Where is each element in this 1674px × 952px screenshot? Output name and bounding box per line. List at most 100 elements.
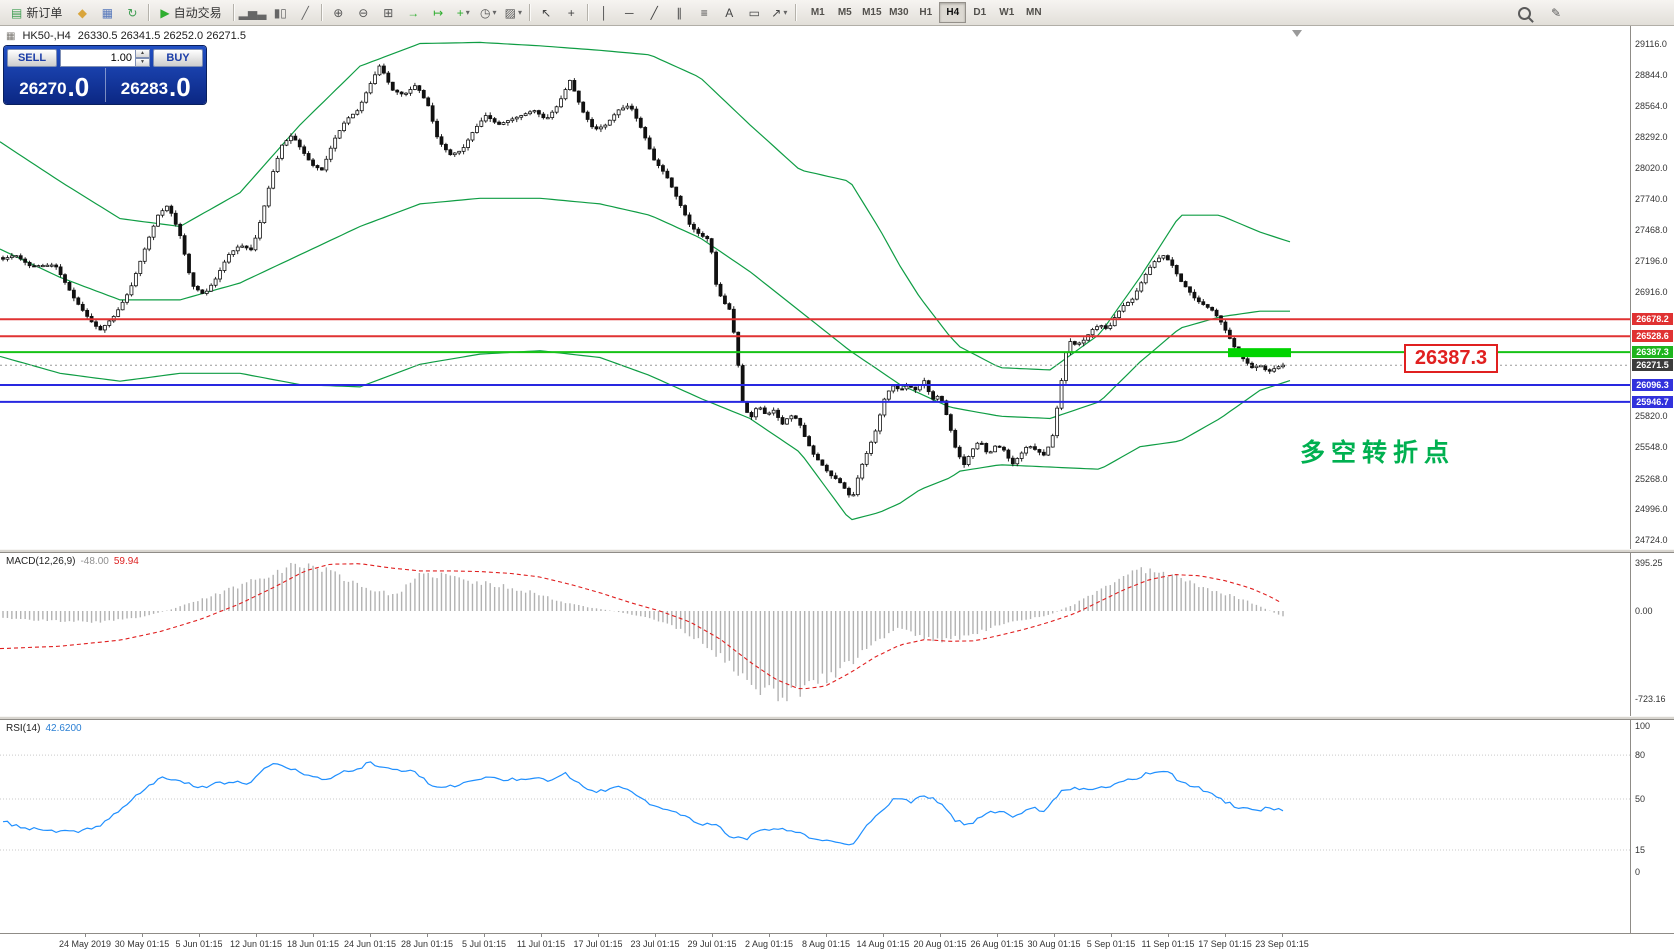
rsi-tick: 15 xyxy=(1635,845,1646,855)
caret-down-icon: ▾ xyxy=(783,8,788,17)
time-tick xyxy=(1282,934,1283,937)
fibonacci-icon[interactable]: ≡ xyxy=(692,2,716,24)
chart-shift-marker[interactable] xyxy=(1292,30,1302,37)
price-tick: 26916.0 xyxy=(1635,287,1668,298)
edit-icon[interactable]: ✎ xyxy=(1544,2,1568,24)
sell-price-main: 26270 xyxy=(19,79,67,99)
panel-splitter[interactable] xyxy=(0,549,1674,553)
level-highlight-bar xyxy=(1228,348,1291,358)
buy-button[interactable]: BUY xyxy=(153,49,203,67)
time-tick xyxy=(256,934,257,937)
time-tick xyxy=(199,934,200,937)
time-tick xyxy=(370,934,371,937)
tile-windows-icon[interactable]: ⊞ xyxy=(376,2,400,24)
candlestick-icon[interactable]: ▮▯ xyxy=(268,2,292,24)
price-callout-label[interactable]: 26387.3 xyxy=(1404,344,1498,373)
refresh-icon[interactable]: ↻ xyxy=(120,2,144,24)
cursor-icon[interactable]: ↖ xyxy=(534,2,558,24)
rsi-label: RSI(14) 42.6200 xyxy=(6,723,82,734)
price-scale[interactable]: 29116.0 28844.0 28564.0 28292.0 28020.0 27740… xyxy=(1630,26,1674,933)
volume-input[interactable] xyxy=(60,49,135,67)
price-tick: 28844.0 xyxy=(1635,69,1668,80)
time-label: 20 Aug 01:15 xyxy=(913,939,967,949)
macd-canvas[interactable] xyxy=(0,553,1630,716)
search-icon[interactable] xyxy=(1512,2,1536,24)
timeframe-h1[interactable]: H1 xyxy=(919,7,933,18)
time-label: 30 May 01:15 xyxy=(114,939,170,949)
macd-signal-line xyxy=(0,563,1282,690)
macd-panel: MACD(12,26,9) -48.00 59.94 xyxy=(0,553,1630,716)
text-icon[interactable]: A xyxy=(717,2,741,24)
timeframe-d1[interactable]: D1 xyxy=(973,7,987,18)
toolbar-separator xyxy=(232,4,234,21)
symbol-info: ▦ HK50-,H4 26330.5 26341.5 26252.0 26271… xyxy=(6,30,246,42)
timeframe-w1[interactable]: W1 xyxy=(999,7,1015,18)
timeframe-m1[interactable]: M1 xyxy=(810,7,825,18)
channel-icon[interactable]: ∥ xyxy=(667,2,691,24)
time-label: 11 Jul 01:15 xyxy=(516,939,566,949)
price-chart-canvas[interactable] xyxy=(0,26,1630,549)
horizontal-line-icon[interactable]: ─ xyxy=(617,2,641,24)
zoom-in-icon: ⊕ xyxy=(333,5,344,20)
timeframe-m15[interactable]: M15 xyxy=(862,7,882,18)
templates-dropdown[interactable]: ▨ ▾ xyxy=(501,2,525,24)
time-tick xyxy=(598,934,599,937)
volume-down-icon[interactable]: ▼ xyxy=(135,58,150,67)
sell-button[interactable]: SELL xyxy=(7,49,57,67)
vertical-line-icon[interactable]: │ xyxy=(592,2,616,24)
arrows-dropdown[interactable]: ↗ ▾ xyxy=(767,2,791,24)
time-axis[interactable]: 24 May 2019 30 May 01:15 5 Jun 01:15 12 Jun… xyxy=(0,933,1674,952)
timeframe-m5[interactable]: M5 xyxy=(837,7,852,18)
annotation-note-text[interactable]: 多空转折点 xyxy=(1300,439,1456,467)
periods-dropdown[interactable]: ◷ ▾ xyxy=(476,2,500,24)
time-label: 18 Jun 01:15 xyxy=(286,939,340,949)
zoom-out-icon[interactable]: ⊖ xyxy=(351,2,375,24)
new-order-button[interactable]: ▤ 新订单 xyxy=(4,2,69,24)
vertical-line-icon: │ xyxy=(600,5,609,20)
channel-icon: ∥ xyxy=(676,5,683,20)
macd-name: MACD(12,26,9) xyxy=(6,556,76,567)
label-icon[interactable]: ▭ xyxy=(742,2,766,24)
buy-price[interactable]: 26283 .0 xyxy=(104,68,207,102)
bollinger-lower-band xyxy=(0,350,1291,521)
time-label: 28 Jun 01:15 xyxy=(400,939,454,949)
zoom-in-icon[interactable]: ⊕ xyxy=(326,2,350,24)
chart-shift-icon[interactable]: ↦ xyxy=(426,2,450,24)
time-tick xyxy=(541,934,542,937)
line-chart-icon: ╱ xyxy=(301,5,309,20)
sell-price[interactable]: 26270 .0 xyxy=(4,68,105,102)
price-tick: 25820.0 xyxy=(1635,411,1668,422)
macd-label: MACD(12,26,9) -48.00 59.94 xyxy=(6,556,139,567)
indicators-dropdown[interactable]: + ▾ xyxy=(451,2,475,24)
price-badge: 25946.7 xyxy=(1632,395,1673,408)
price-badge: 26528.6 xyxy=(1632,330,1673,343)
crosshair-icon[interactable]: + xyxy=(559,2,583,24)
data-window-icon[interactable]: ▦ xyxy=(95,2,119,24)
toolbar-right-group: ✎ xyxy=(1512,2,1568,24)
indicators-icon: + xyxy=(456,5,464,20)
bar-chart-icon[interactable]: ▂▅▃ xyxy=(238,2,268,24)
time-label: 11 Sep 01:15 xyxy=(1141,939,1195,949)
timeframe-mn[interactable]: MN xyxy=(1026,7,1042,18)
timeframe-m30[interactable]: M30 xyxy=(889,7,909,18)
auto-scroll-icon[interactable]: → xyxy=(401,2,425,24)
line-chart-icon[interactable]: ╱ xyxy=(293,2,317,24)
order-prices: 26270 .0 26283 .0 xyxy=(4,68,206,102)
time-label: 8 Aug 01:15 xyxy=(801,939,851,949)
rsi-canvas[interactable] xyxy=(0,720,1630,933)
rsi-line xyxy=(2,761,1284,846)
auto-scroll-icon: → xyxy=(407,5,420,20)
auto-trading-button[interactable]: ▶ 自动交易 xyxy=(153,2,228,24)
volume-up-icon[interactable]: ▲ xyxy=(135,49,150,58)
timeframe-h4[interactable]: H4 xyxy=(939,2,967,23)
price-tick: 28564.0 xyxy=(1635,101,1668,112)
price-tick: 27740.0 xyxy=(1635,194,1668,205)
time-label: 24 May 2019 xyxy=(58,939,112,949)
panel-splitter[interactable] xyxy=(0,716,1674,720)
trendline-icon: ╱ xyxy=(650,5,658,20)
trendline-icon[interactable]: ╱ xyxy=(642,2,666,24)
market-watch-icon[interactable]: ◆ xyxy=(70,2,94,24)
time-label: 2 Aug 01:15 xyxy=(744,939,794,949)
time-tick xyxy=(1054,934,1055,937)
